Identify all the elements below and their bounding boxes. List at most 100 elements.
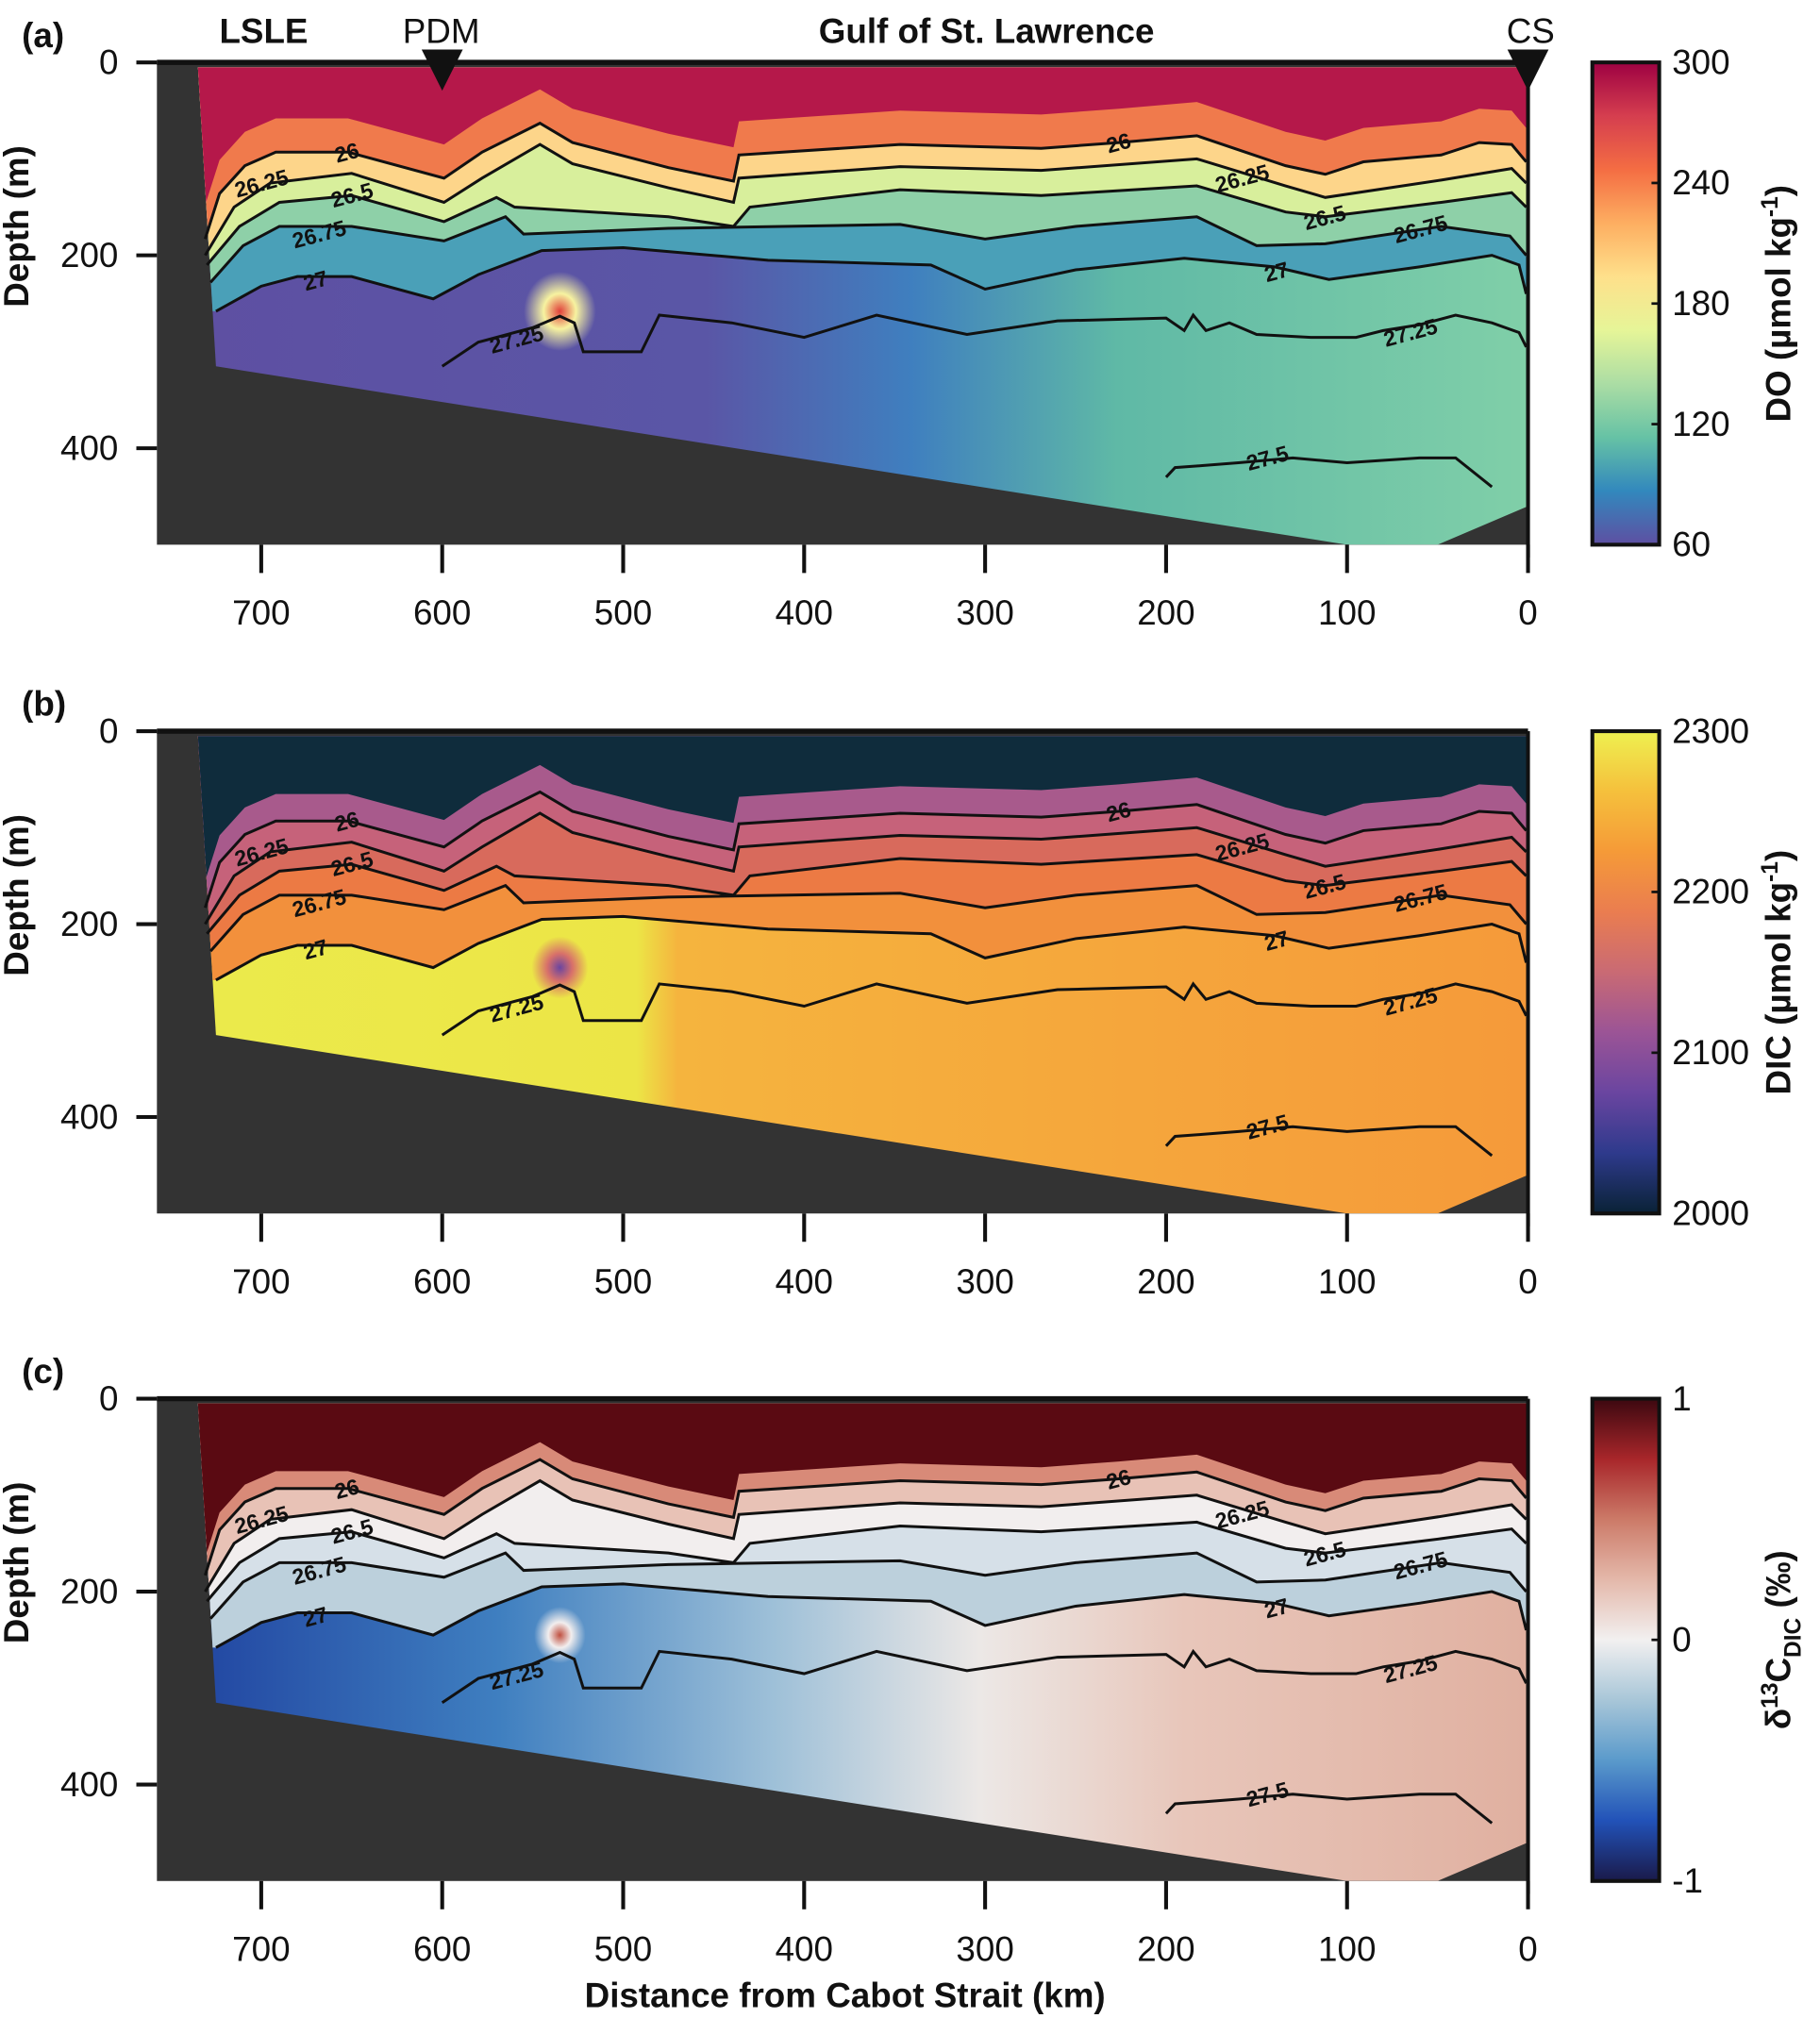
y-axis-label: Depth (m) xyxy=(0,1482,36,1644)
colorbar-label-end: (‰) xyxy=(1760,1550,1798,1618)
colorbar-label: DIC (µmol kg-1) xyxy=(1758,850,1798,1095)
colorbar-tick-label: 300 xyxy=(1672,42,1729,81)
label-lsle: LSLE xyxy=(219,12,308,51)
isopycnal-27.25 xyxy=(441,1648,1528,1704)
colorbar-tick-label: 2000 xyxy=(1672,1194,1749,1233)
label-pdm: PDM xyxy=(403,12,480,51)
x-tick-label: 600 xyxy=(413,1929,471,1968)
y-tick-label: 0 xyxy=(99,42,118,81)
x-tick-label: 200 xyxy=(1137,1262,1194,1301)
colorbar xyxy=(1590,1396,1661,1883)
label-gulf: Gulf of St. Lawrence xyxy=(819,12,1155,51)
x-tick-label: 400 xyxy=(776,1929,833,1968)
isopycnal-26.25 xyxy=(204,811,1528,926)
colorbar xyxy=(1590,728,1661,1216)
anomaly-blob xyxy=(534,1607,586,1664)
y-tick-label: 400 xyxy=(60,1765,118,1804)
isopycnal-26.25 xyxy=(204,142,1528,257)
contour-label: 27 xyxy=(1261,1593,1292,1624)
panel-tag: (a) xyxy=(22,16,64,55)
panel-tag: (b) xyxy=(22,685,66,724)
station-marker-pdm xyxy=(421,49,463,92)
isopycnal-26.5 xyxy=(206,1520,1528,1603)
filled-contours xyxy=(197,67,1528,545)
isopycnal-27.5 xyxy=(1164,1793,1494,1825)
colorbar-label-sup: 13 xyxy=(1758,1683,1783,1709)
x-tick-label: 300 xyxy=(956,1929,1013,1968)
contour-label: 26 xyxy=(1104,128,1134,158)
isopycnal-27.25 xyxy=(441,981,1528,1037)
x-tick-label: 300 xyxy=(956,593,1013,632)
y-tick-label: 400 xyxy=(60,1097,118,1136)
contour-label: 27 xyxy=(301,266,331,296)
colorbar-tick-label: 180 xyxy=(1672,284,1729,323)
surface-band xyxy=(197,736,1528,881)
x-tick-label: 100 xyxy=(1318,1262,1376,1301)
x-tick-label: 400 xyxy=(776,1262,833,1301)
colorbar-tick-label: 240 xyxy=(1672,163,1729,202)
y-tick-label: 200 xyxy=(60,236,118,275)
panel-tag: (c) xyxy=(22,1352,64,1391)
colorbar-label-sup: -1 xyxy=(1758,196,1783,217)
x-tick-label: 300 xyxy=(956,1262,1013,1301)
x-tick-label: 100 xyxy=(1318,593,1376,632)
colorbar-label-end: ) xyxy=(1760,850,1798,861)
colorbar-label-end: ) xyxy=(1760,185,1798,196)
x-tick-label: 0 xyxy=(1518,1929,1537,1968)
contour-label: 27 xyxy=(1261,926,1292,956)
y-tick-label: 400 xyxy=(60,428,118,467)
surface-band xyxy=(197,1403,1528,1559)
isopycnal-26.75 xyxy=(209,1551,1528,1620)
x-tick-label: 600 xyxy=(413,1262,471,1301)
label-cs: CS xyxy=(1507,12,1555,51)
contour-label: 26 xyxy=(1104,796,1134,826)
colorbar-tick-label: 2100 xyxy=(1672,1033,1749,1072)
colorbar-label-mid: C xyxy=(1760,1658,1798,1683)
colorbar-label-text: DIC (µmol kg xyxy=(1760,882,1798,1095)
contour-label: 27 xyxy=(301,1602,331,1632)
colorbar-tick-label: 2300 xyxy=(1672,711,1749,750)
x-tick-label: 400 xyxy=(776,593,833,632)
x-tick-label: 200 xyxy=(1137,1929,1194,1968)
colorbar-label-text: δ xyxy=(1760,1709,1798,1729)
colorbar-label-text: DO (µmol kg xyxy=(1760,217,1798,422)
x-tick-label: 700 xyxy=(232,593,290,632)
isopycnal-26.75 xyxy=(209,883,1528,953)
x-axis-label: Distance from Cabot Strait (km) xyxy=(585,1976,1106,2014)
x-tick-label: 200 xyxy=(1137,593,1194,632)
y-axis-label: Depth (m) xyxy=(0,145,36,308)
x-tick-label: 0 xyxy=(1518,593,1537,632)
x-tick-label: 500 xyxy=(594,1262,652,1301)
y-tick-label: 0 xyxy=(99,1379,118,1418)
isopycnal-26.75 xyxy=(209,214,1528,284)
y-axis-label: Depth (m) xyxy=(0,814,36,976)
isopycnal-26 xyxy=(204,1458,1528,1576)
x-tick-label: 0 xyxy=(1518,1262,1537,1301)
x-tick-label: 100 xyxy=(1318,1929,1376,1968)
colorbar-label-sup: -1 xyxy=(1758,861,1783,882)
isopycnal-27 xyxy=(215,245,1528,313)
isopycnal-27.5 xyxy=(1164,456,1494,489)
colorbar xyxy=(1590,60,1661,547)
surface-band xyxy=(197,67,1528,206)
isopycnal-26.5 xyxy=(206,853,1528,935)
contour-label: 26 xyxy=(1104,1464,1134,1494)
contour-label: 27 xyxy=(1261,257,1292,287)
contour-label: 26 xyxy=(332,1474,362,1504)
x-tick-label: 600 xyxy=(413,593,471,632)
isopycnal-26 xyxy=(204,790,1528,909)
colorbar-tick-label: 2200 xyxy=(1672,873,1749,911)
x-tick-label: 500 xyxy=(594,1929,652,1968)
isopycnal-26 xyxy=(204,121,1528,240)
isopycnal-26.25 xyxy=(204,1478,1528,1593)
colorbar-tick-label: 120 xyxy=(1672,405,1729,443)
isopycnal-27.25 xyxy=(441,312,1528,368)
x-tick-label: 700 xyxy=(232,1929,290,1968)
colorbar-tick-label: -1 xyxy=(1672,1861,1703,1900)
x-tick-label: 700 xyxy=(232,1262,290,1301)
station-marker-cs xyxy=(1507,49,1549,92)
contour-label: 26 xyxy=(332,138,362,168)
